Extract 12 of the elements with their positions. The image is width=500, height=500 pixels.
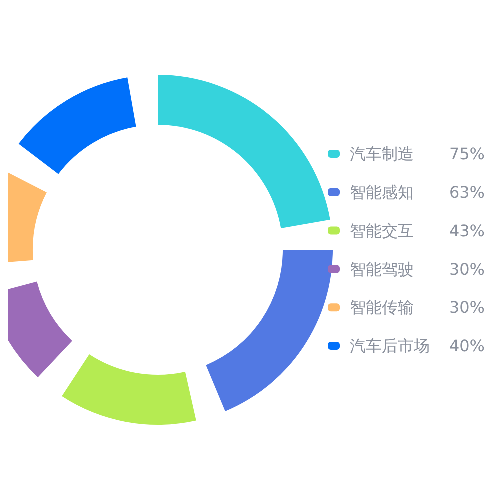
- legend-label: 智能交互: [350, 221, 414, 240]
- data-label: 40%: [449, 336, 485, 356]
- legend-label: 汽车制造: [350, 144, 414, 164]
- data-label: 30%: [449, 298, 485, 318]
- data-label: 63%: [449, 183, 485, 202]
- legend-label: 智能驾驶: [350, 260, 414, 279]
- legend-label: 汽车后市场: [350, 336, 430, 356]
- data-label: 43%: [449, 221, 485, 240]
- legend-label: 智能感知: [350, 183, 414, 202]
- data-label: 75%: [449, 144, 485, 164]
- legend-label: 智能传输: [350, 298, 414, 318]
- data-label: 30%: [449, 260, 485, 279]
